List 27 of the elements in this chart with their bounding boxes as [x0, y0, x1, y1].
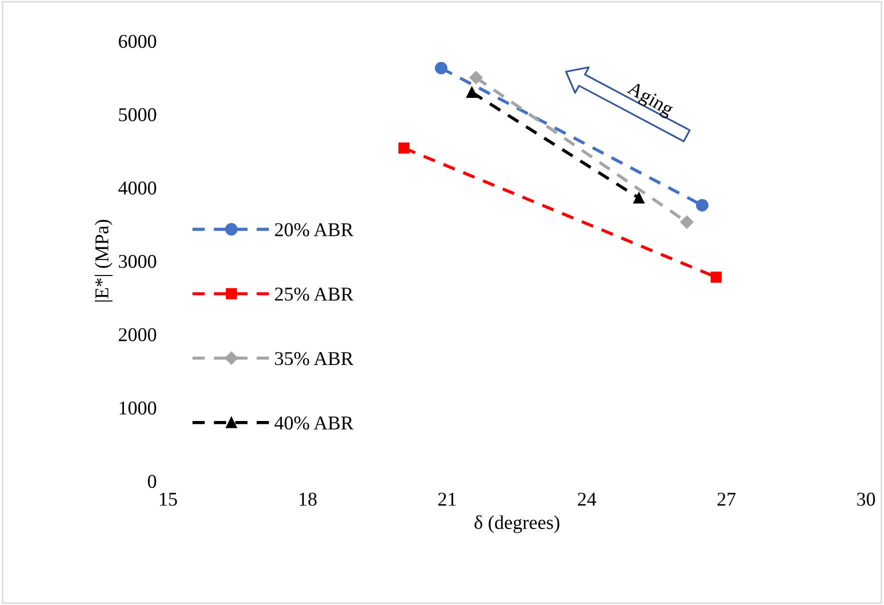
y-tick-label: 0	[148, 474, 156, 488]
x-tick-label: 15	[160, 492, 177, 506]
point	[434, 62, 448, 74]
legend-label: 35% ABR	[275, 352, 354, 366]
x-tick-label: 27	[718, 492, 736, 506]
y-tick-label: 4000	[118, 181, 156, 195]
point	[710, 272, 722, 283]
point	[469, 71, 483, 84]
point	[633, 192, 644, 204]
legend-label: 20% ABR	[275, 223, 354, 236]
point	[680, 216, 694, 229]
y-tick-label: 3000	[118, 254, 156, 268]
legend-label: 40% ABR	[274, 416, 354, 430]
x-axis-title: δ (degrees)	[474, 515, 560, 534]
x-tick-label: 30	[857, 492, 875, 506]
y-axis-title: |E*| (MPa)	[94, 220, 112, 302]
x-tick-label: 21	[438, 492, 456, 506]
x-tick-label: 24	[578, 492, 596, 506]
legend-label: 25% ABR	[275, 288, 354, 301]
point	[398, 142, 410, 154]
x-tick-label: 18	[300, 492, 317, 506]
y-tick-label: 6000	[118, 34, 156, 48]
point	[466, 86, 478, 98]
point	[696, 199, 708, 212]
y-tick-label: 1000	[120, 401, 156, 415]
y-tick-label: 2000	[118, 328, 156, 342]
y-tick-label: 5000	[119, 108, 156, 122]
